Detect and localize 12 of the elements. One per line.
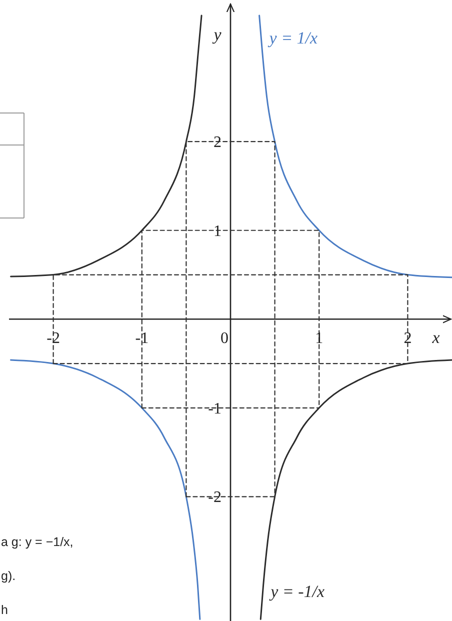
- series-label: y = 1/x: [267, 28, 318, 48]
- x-tick-label: 1: [315, 330, 324, 348]
- series-label: y = -1/x: [268, 582, 326, 602]
- annotation: g).: [1, 569, 16, 583]
- y-axis-title: y: [212, 25, 222, 44]
- x-axis-title: x: [431, 328, 440, 348]
- annotation: a g: y = −1/x,: [1, 535, 74, 549]
- x-tick-label: -2: [46, 330, 60, 348]
- x-tick-label: -1: [135, 330, 149, 348]
- x-tick-label: 0: [220, 330, 228, 348]
- text: h: [1, 603, 8, 617]
- x-tick-label: 2: [404, 330, 412, 348]
